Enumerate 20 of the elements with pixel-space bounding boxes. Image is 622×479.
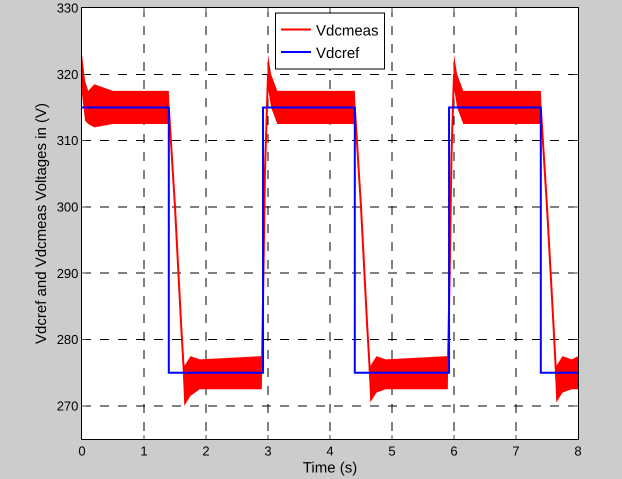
x-tick-label: 8 bbox=[574, 444, 582, 459]
x-axis-title: Time (s) bbox=[302, 460, 358, 477]
y-axis-title: Vdcref and Vdcmeas Voltages in (V) bbox=[32, 103, 50, 344]
x-tick-label: 7 bbox=[512, 444, 520, 459]
y-tick-label: 300 bbox=[56, 199, 78, 214]
y-tick-label: 280 bbox=[56, 332, 78, 348]
y-tick-label: 290 bbox=[56, 266, 78, 281]
y-tick-label: 330 bbox=[56, 0, 78, 16]
x-tick-label: 0 bbox=[78, 444, 86, 459]
legend-label: Vdcref bbox=[316, 44, 360, 62]
x-tick-label: 5 bbox=[388, 444, 396, 459]
x-tick-label: 3 bbox=[264, 444, 272, 459]
x-tick-label: 4 bbox=[326, 444, 334, 459]
y-tick-label: 320 bbox=[56, 66, 78, 82]
legend-label: Vdcmeas bbox=[316, 22, 379, 40]
x-tick-label: 6 bbox=[450, 444, 458, 459]
y-tick-label: 310 bbox=[56, 133, 78, 148]
x-tick-label: 1 bbox=[140, 444, 148, 459]
x-tick-label: 2 bbox=[202, 444, 210, 459]
y-tick-label: 270 bbox=[56, 398, 78, 414]
